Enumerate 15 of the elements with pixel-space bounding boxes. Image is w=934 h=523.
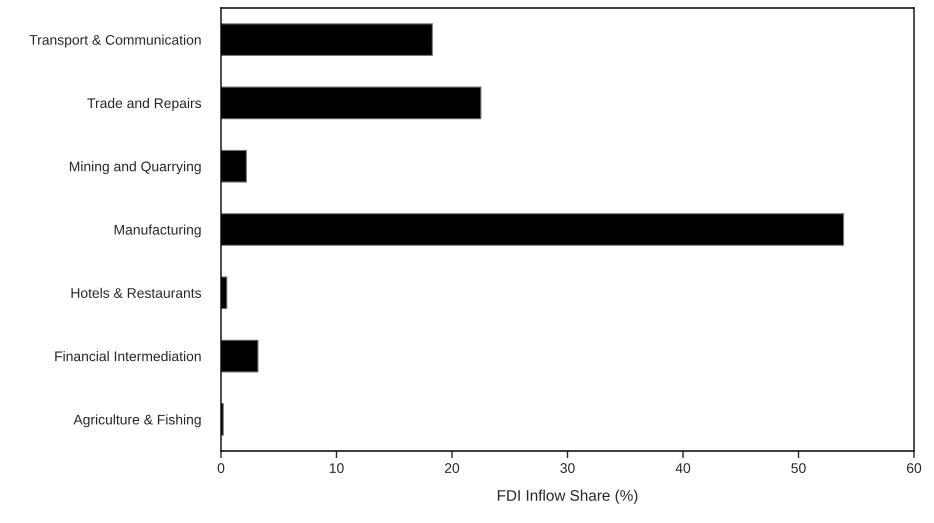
x-tick-label: 0 <box>218 463 224 474</box>
x-tick-label: 40 <box>676 463 690 474</box>
y-tick-label: Agriculture & Fishing <box>73 414 201 428</box>
y-tick-label: Hotels & Restaurants <box>71 288 202 298</box>
y-tick-label: Trade and Repairs <box>87 98 202 111</box>
x-tick-label: 20 <box>444 463 460 474</box>
x-tick-label: 60 <box>906 463 922 474</box>
x-tick-label: 30 <box>560 463 575 474</box>
x-tick-label: 50 <box>791 463 806 474</box>
x-tick-label: 10 <box>330 463 344 474</box>
x-axis-title: FDI Inflow Share (%) <box>498 490 638 504</box>
y-tick-label: Financial Intermediation <box>55 351 201 362</box>
y-tick-label: Mining and Quarrying <box>70 161 201 174</box>
y-tick-label: Transport & Communication <box>29 34 201 48</box>
y-tick-label: Manufacturing <box>114 224 201 238</box>
